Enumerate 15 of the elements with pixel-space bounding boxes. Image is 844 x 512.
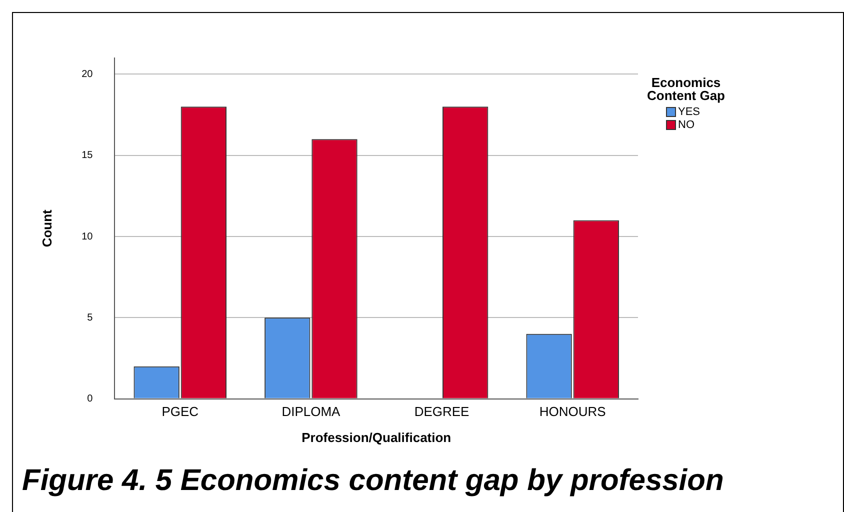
x-axis-title: Profession/Qualification: [302, 430, 452, 445]
y-tick-label: 20: [82, 68, 94, 80]
x-tick-label: DEGREE: [414, 404, 470, 420]
y-tick-label: 15: [82, 150, 94, 162]
x-tick-label: DIPLOMA: [282, 404, 341, 420]
y-tick-label: 10: [82, 231, 94, 242]
y-axis-title: Count: [39, 208, 54, 248]
x-tick-label: HONOURS: [539, 404, 606, 420]
legend-title: Economics Content Gap: [646, 75, 726, 103]
y-tick-label: 5: [87, 312, 94, 324]
legend-label: YES: [678, 106, 700, 118]
x-tick-label: PGEC: [162, 404, 199, 420]
legend-label: NO: [678, 118, 694, 130]
text: Figure 4. 5 Economics content gap by profession: [22, 464, 724, 498]
y-tick-label: 0: [87, 394, 94, 405]
